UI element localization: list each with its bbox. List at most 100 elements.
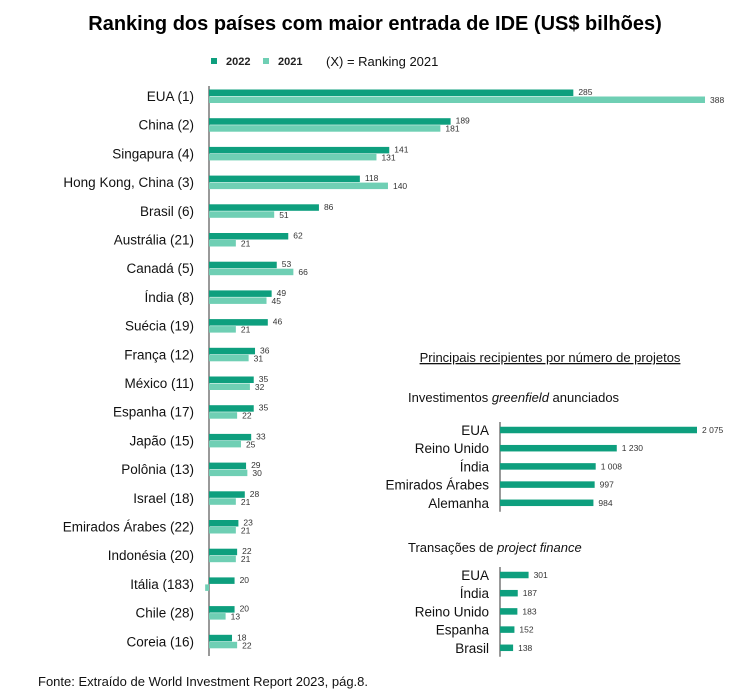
category-label: Índia [460, 586, 490, 601]
value-label-2022: 36 [260, 345, 270, 355]
bar-2021 [209, 153, 377, 161]
bar [500, 499, 594, 507]
value-label: 138 [518, 643, 532, 653]
bar-2022 [209, 347, 256, 355]
bar [500, 589, 518, 597]
value-label-2022: 46 [273, 317, 283, 327]
category-label: França (12) [124, 347, 194, 362]
value-label: 183 [522, 606, 536, 616]
value-label-2022: 49 [277, 288, 287, 298]
value-label-2021: 131 [381, 152, 395, 162]
bar [500, 426, 697, 434]
bar-2021 [209, 96, 705, 103]
bar-2022 [209, 606, 235, 613]
value-label-2021: 66 [298, 267, 308, 277]
category-label: Indonésia (20) [108, 548, 194, 563]
value-label: 1 230 [622, 443, 644, 453]
category-label: Emirados Árabes (22) [63, 520, 194, 535]
bar-2021 [209, 498, 236, 505]
category-label: Reino Unido [415, 441, 489, 456]
project-finance-subtitle: Transações de project finance [408, 540, 582, 555]
value-label-2021: 22 [242, 640, 252, 650]
bar-2021 [209, 527, 236, 534]
bar-2022 [209, 261, 277, 269]
bar [500, 444, 617, 452]
category-label: Brasil (6) [140, 204, 194, 219]
category-label: Israel (18) [133, 491, 194, 506]
legend-note: (X) = Ranking 2021 [326, 54, 438, 69]
bar-2021 [205, 584, 209, 591]
bar-2021 [209, 211, 275, 218]
value-label-2021: 25 [246, 439, 256, 449]
value-label: 152 [519, 625, 533, 635]
value-label-2021: 21 [241, 325, 251, 335]
bar-2022 [209, 520, 239, 527]
value-label-2022: 118 [365, 173, 379, 183]
value-label-2021: 30 [252, 468, 262, 478]
category-label: Austrália (21) [114, 233, 194, 248]
value-label-2022: 23 [243, 518, 253, 528]
bar-2022 [209, 577, 235, 584]
category-label: China (2) [138, 118, 194, 133]
value-label-2022: 35 [259, 374, 269, 384]
value-label: 2 075 [702, 425, 724, 435]
bar [500, 608, 518, 615]
bar [500, 571, 529, 579]
chart-title: Ranking dos países com maior entrada de … [88, 13, 661, 35]
value-label-2021: 13 [231, 612, 241, 622]
bar [500, 644, 514, 652]
bar-2022 [209, 89, 574, 96]
category-label: EUA (1) [147, 89, 194, 104]
category-label: Singapura (4) [112, 146, 194, 161]
bar-2021 [209, 641, 238, 649]
value-label-2021: 21 [241, 497, 251, 507]
bar-2021 [209, 240, 236, 247]
category-label: Polônia (13) [121, 462, 194, 477]
bar-2021 [209, 125, 441, 132]
category-label: Hong Kong, China (3) [63, 175, 194, 190]
bar-2022 [209, 462, 247, 470]
category-label: Coreia (16) [126, 634, 194, 649]
value-label-2022: 20 [240, 604, 250, 614]
bar-2022 [209, 290, 272, 297]
value-label: 997 [600, 480, 614, 490]
bar-2022 [209, 491, 245, 498]
bar-2021 [209, 555, 236, 563]
value-label-2022: 20 [240, 575, 250, 585]
category-label: Índia (8) [144, 290, 194, 305]
value-label-2022: 28 [250, 489, 260, 499]
bar [500, 463, 596, 470]
value-label-2021: 21 [241, 554, 251, 564]
bar-2021 [209, 326, 236, 333]
bar-2021 [209, 383, 250, 390]
value-label-2022: 22 [242, 546, 252, 556]
value-label-2021: 140 [393, 181, 407, 191]
category-label: Japão (15) [129, 433, 194, 448]
value-label: 187 [523, 588, 537, 598]
side-heading: Principais recipientes por número de pro… [420, 350, 681, 365]
legend-swatch-2022 [211, 58, 217, 64]
source-note: Fonte: Extraído de World Investment Repo… [38, 674, 368, 689]
category-label: Emirados Árabes [385, 478, 489, 493]
value-label-2022: 62 [293, 231, 303, 241]
bar-2022 [209, 433, 252, 441]
greenfield-bar-chart: EUA 2 075 Reino Unido 1 230 Índia 1 008 Emirad… [385, 422, 724, 512]
category-label: México (11) [124, 376, 194, 391]
category-label: Espanha [436, 623, 490, 638]
legend: 2022 2021 (X) = Ranking 2021 [211, 54, 438, 69]
project-finance-bar-chart: EUA 301 Índia 187 Reino Unido 183 Espanha 152 Br… [415, 567, 548, 657]
value-label-2022: 33 [256, 431, 266, 441]
legend-label-2021: 2021 [278, 56, 302, 68]
bar-2022 [209, 175, 360, 183]
value-label-2022: 35 [259, 403, 269, 413]
value-label-2022: 29 [251, 460, 261, 470]
bar-2021 [209, 268, 294, 276]
bar [500, 626, 515, 633]
value-label-2021: 45 [272, 296, 282, 306]
value-label-2022: 86 [324, 202, 334, 212]
value-label-2021: 32 [255, 382, 265, 392]
bar-2021 [209, 440, 241, 448]
category-label: Suécia (19) [125, 319, 194, 334]
category-label: Espanha (17) [113, 405, 194, 420]
category-label: EUA [461, 568, 489, 583]
